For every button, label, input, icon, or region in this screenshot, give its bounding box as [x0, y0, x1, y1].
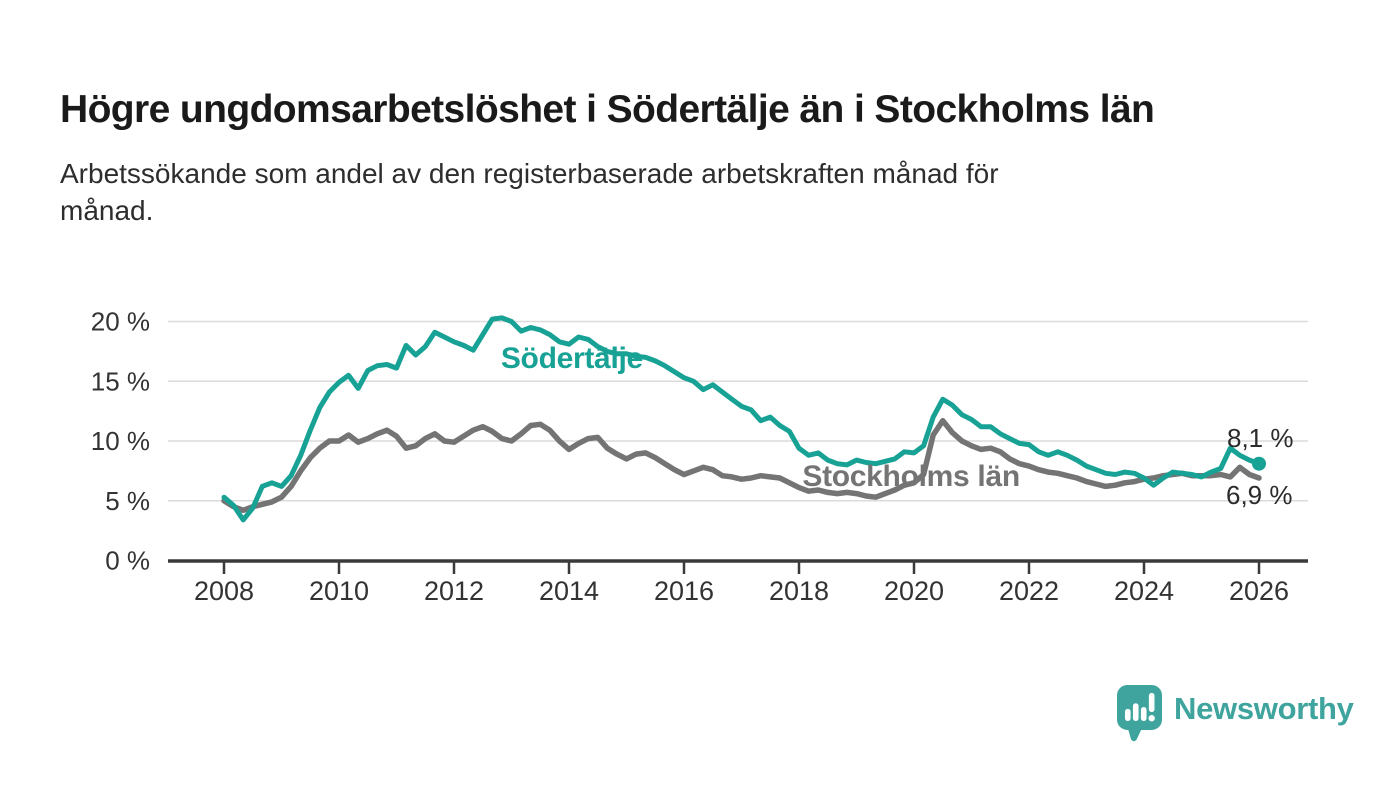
- y-tick-label: 0 %: [105, 546, 150, 576]
- x-tick-label: 2018: [769, 576, 829, 606]
- stockholms-lan-line: [221, 417, 1262, 514]
- chart-subtitle-line1: Arbetssökande som andel av den registerb…: [60, 158, 999, 189]
- y-tick-label: 20 %: [91, 307, 150, 337]
- x-tick-label: 2014: [539, 576, 599, 606]
- x-tick-label: 2026: [1229, 576, 1289, 606]
- x-tick-label: 2012: [424, 576, 484, 606]
- sodertalje-end-dot: [1252, 456, 1266, 471]
- newsworthy-bubble-chart-icon: [1117, 684, 1162, 742]
- y-tick-label: 5 %: [105, 486, 150, 516]
- end-value-label-stockholms-lan: 6,9 %: [1226, 480, 1293, 511]
- sodertalje-line: [221, 315, 1262, 523]
- chart-subtitle: Arbetssökande som andel av den registerb…: [60, 155, 999, 229]
- x-tick-label: 2010: [309, 576, 369, 606]
- chart-title: Högre ungdomsarbetslöshet i Södertälje ä…: [60, 88, 1155, 132]
- series-label-sodertalje: Södertälje: [500, 341, 643, 375]
- newsworthy-logo: Newsworthy: [1116, 684, 1354, 744]
- chart-subtitle-line2: månad.: [60, 195, 154, 226]
- series-label-stockholms-lan: Stockholms län: [802, 459, 1020, 493]
- x-tick-label: 2016: [654, 576, 714, 606]
- newsworthy-wordmark: Newsworthy: [1174, 691, 1354, 726]
- y-tick-label: 15 %: [91, 366, 150, 396]
- x-tick-label: 2024: [1114, 576, 1174, 606]
- y-tick-label: 10 %: [91, 426, 150, 456]
- end-value-label-sodertalje: 8,1 %: [1227, 422, 1294, 453]
- x-tick-label: 2022: [999, 576, 1059, 606]
- x-tick-label: 2020: [884, 576, 944, 606]
- x-tick-label: 2008: [194, 576, 254, 606]
